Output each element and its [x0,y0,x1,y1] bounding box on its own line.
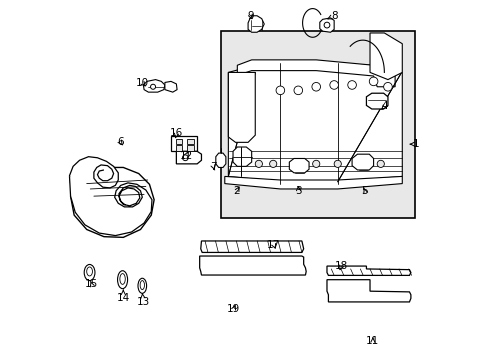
Polygon shape [176,151,201,164]
Circle shape [311,82,320,91]
Circle shape [269,160,276,167]
Circle shape [293,86,302,95]
Circle shape [329,81,338,89]
Ellipse shape [117,271,127,289]
Ellipse shape [84,265,95,280]
Bar [175,139,182,144]
Polygon shape [69,176,152,235]
Text: 7: 7 [210,162,217,172]
Text: 19: 19 [226,304,240,314]
Polygon shape [228,72,255,142]
Polygon shape [366,93,387,109]
Circle shape [182,155,188,161]
Text: 15: 15 [85,279,98,289]
Circle shape [312,160,319,167]
Polygon shape [164,81,177,92]
Polygon shape [224,176,402,189]
Circle shape [355,160,362,167]
Text: 13: 13 [137,294,150,307]
Polygon shape [326,266,410,275]
Text: 18: 18 [334,261,347,271]
Circle shape [255,160,262,167]
Polygon shape [351,154,373,170]
Circle shape [290,160,298,167]
Ellipse shape [86,267,92,276]
Circle shape [150,84,155,89]
Circle shape [368,77,377,86]
Polygon shape [143,80,164,92]
Polygon shape [319,18,333,32]
Polygon shape [326,280,410,302]
Text: 17: 17 [266,239,280,249]
Ellipse shape [138,278,146,293]
Polygon shape [247,16,264,32]
Text: 3: 3 [295,186,301,196]
Polygon shape [289,158,308,173]
Polygon shape [70,167,154,237]
Ellipse shape [140,280,144,289]
Circle shape [347,81,356,89]
Bar [187,145,193,150]
Circle shape [324,22,329,28]
Circle shape [241,155,247,162]
Polygon shape [237,60,394,87]
Polygon shape [199,256,305,275]
Circle shape [376,160,384,167]
Text: 4: 4 [381,102,387,112]
Polygon shape [369,33,402,80]
Text: 10: 10 [136,78,149,88]
Polygon shape [69,157,118,188]
Text: 14: 14 [117,290,130,303]
Text: 16: 16 [169,129,183,138]
Bar [175,145,182,150]
Text: 6: 6 [117,138,123,147]
Text: 8: 8 [327,11,337,21]
Circle shape [333,160,341,167]
Text: 2: 2 [233,186,240,196]
Polygon shape [171,136,197,150]
Text: 11: 11 [366,336,379,346]
Bar [187,139,193,144]
Text: 9: 9 [247,11,253,21]
Text: 1: 1 [409,139,419,149]
Text: 12: 12 [180,150,193,161]
Circle shape [383,82,391,91]
Polygon shape [201,241,303,252]
Text: 5: 5 [361,186,367,196]
Circle shape [276,86,284,95]
Bar [221,31,414,218]
Polygon shape [233,147,251,166]
Polygon shape [215,153,225,167]
Polygon shape [228,63,402,182]
Ellipse shape [120,274,125,284]
